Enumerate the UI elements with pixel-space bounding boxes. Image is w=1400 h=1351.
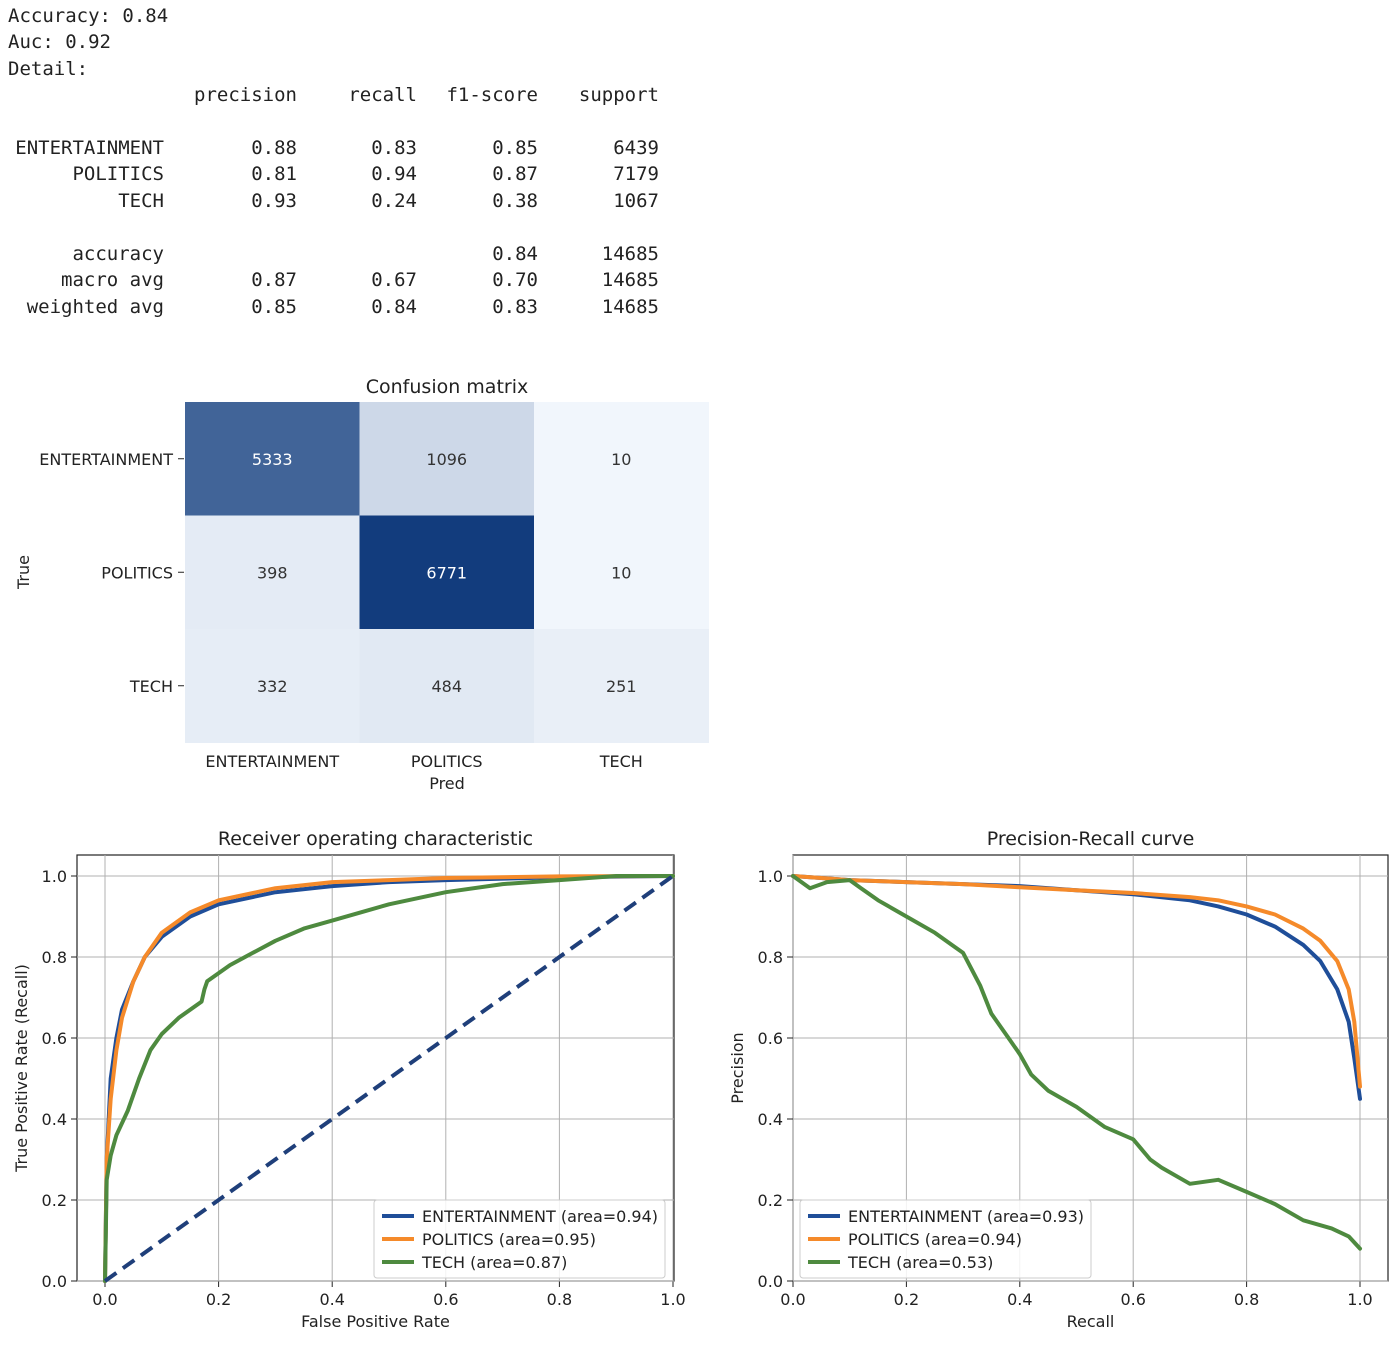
report-cell: 0.94 xyxy=(371,163,417,185)
y-tick-label: 0.4 xyxy=(42,1110,67,1129)
x-tick-label: 0.8 xyxy=(547,1290,572,1309)
report-row-label: POLITICS xyxy=(72,163,164,185)
x-tick-label: 0.2 xyxy=(894,1290,919,1309)
y-axis-label: True xyxy=(14,555,33,590)
report-column-header: precision xyxy=(194,84,297,106)
y-tick-label: 1.0 xyxy=(42,867,67,886)
cell-value-label: 1096 xyxy=(426,450,467,469)
report-row-label: TECH xyxy=(118,190,164,212)
accuracy-line: Accuracy: 0.84 xyxy=(8,5,168,27)
chart-title: Precision-Recall curve xyxy=(987,828,1195,850)
report-column-header: f1-score xyxy=(446,84,538,106)
y-tick-label: 0.6 xyxy=(758,1029,783,1048)
report-row-label: accuracy xyxy=(72,243,164,265)
legend-label: TECH (area=0.53) xyxy=(847,1253,993,1272)
cell-value-label: 10 xyxy=(611,563,631,582)
report-cell: 14685 xyxy=(602,243,659,265)
chart-title: Confusion matrix xyxy=(366,376,528,398)
y-tick-label: 0.2 xyxy=(758,1191,783,1210)
y-tick-label: 0.6 xyxy=(42,1029,67,1048)
x-tick-label: 0.4 xyxy=(319,1290,344,1309)
x-tick-label: ENTERTAINMENT xyxy=(205,752,339,771)
cell-value-label: 6771 xyxy=(426,563,467,582)
classification-report: Accuracy: 0.84 Auc: 0.92 Detail: precisi… xyxy=(0,0,680,330)
cell-value-label: 398 xyxy=(257,563,288,582)
report-cell: 0.85 xyxy=(492,137,538,159)
legend-label: POLITICS (area=0.95) xyxy=(422,1230,596,1249)
report-column-header: recall xyxy=(348,84,417,106)
report-column-header: support xyxy=(579,84,659,106)
y-tick-label: 0.4 xyxy=(758,1110,783,1129)
report-cell: 14685 xyxy=(602,296,659,318)
y-tick-label: 0.8 xyxy=(42,948,67,967)
report-cell: 0.87 xyxy=(492,163,538,185)
report-cell: 6439 xyxy=(613,137,659,159)
x-tick-label: POLITICS xyxy=(411,752,483,771)
y-tick-label: TECH xyxy=(129,677,173,696)
legend-label: POLITICS (area=0.94) xyxy=(848,1230,1022,1249)
y-tick-label: POLITICS xyxy=(101,563,173,582)
x-tick-label: 0.2 xyxy=(206,1290,231,1309)
precision-recall-chart: 0.0 0.2 0.4 0.6 0.8 1.0 0.0 0.2 0.4 0.6 0.8 1.0 Prec… xyxy=(715,822,1400,1342)
report-cell: 0.83 xyxy=(492,296,538,318)
y-tick-label: 0.8 xyxy=(758,948,783,967)
x-tick-label: 0.4 xyxy=(1007,1290,1032,1309)
report-cell: 14685 xyxy=(602,269,659,291)
x-tick-label: 0.8 xyxy=(1234,1290,1259,1309)
report-cell: 0.70 xyxy=(492,269,538,291)
y-axis-label: True Positive Rate (Recall) xyxy=(12,964,31,1173)
cell-value-label: 10 xyxy=(611,450,631,469)
legend-label: ENTERTAINMENT (area=0.94) xyxy=(422,1207,658,1226)
legend-label: ENTERTAINMENT (area=0.93) xyxy=(848,1207,1084,1226)
report-cell: 0.81 xyxy=(251,163,297,185)
report-cell: 0.24 xyxy=(371,190,417,212)
report-cell: 7179 xyxy=(613,163,659,185)
x-tick-label: 1.0 xyxy=(1347,1290,1372,1309)
report-cell: 0.93 xyxy=(251,190,297,212)
cell-value-label: 484 xyxy=(431,677,462,696)
report-cell: 1067 xyxy=(613,190,659,212)
roc-chart: 0.0 0.2 0.4 0.6 0.8 1.0 0.0 0.2 0.4 0.6 0.8 1.0 Rece… xyxy=(0,822,700,1342)
x-tick-label: 0.0 xyxy=(92,1290,117,1309)
x-tick-label: 1.0 xyxy=(660,1290,685,1309)
report-row-label: macro avg xyxy=(61,269,164,291)
confusion-matrix-chart: Confusion matrix 5333 1096 10 398 6771 10 332 48… xyxy=(0,370,730,800)
x-tick-label: 0.6 xyxy=(1120,1290,1145,1309)
cell-value-label: 332 xyxy=(257,677,288,696)
auc-line: Auc: 0.92 xyxy=(8,31,111,53)
report-cell: 0.84 xyxy=(492,243,538,265)
report-cell: 0.38 xyxy=(492,190,538,212)
report-row-label: weighted avg xyxy=(27,296,164,318)
report-cell: 0.84 xyxy=(371,296,417,318)
y-axis-label: Precision xyxy=(728,1032,747,1103)
y-tick-label: ENTERTAINMENT xyxy=(39,450,173,469)
report-cell: 0.87 xyxy=(251,269,297,291)
x-axis-label: Pred xyxy=(429,774,465,793)
x-axis-label: False Positive Rate xyxy=(301,1312,450,1331)
x-axis-label: Recall xyxy=(1067,1312,1115,1331)
cell-value-label: 251 xyxy=(606,677,637,696)
y-tick-label: 0.2 xyxy=(42,1191,67,1210)
report-cell: 0.88 xyxy=(251,137,297,159)
report-cell: 0.67 xyxy=(371,269,417,291)
chart-title: Receiver operating characteristic xyxy=(218,828,533,850)
detail-label: Detail: xyxy=(8,58,88,80)
report-row-label: ENTERTAINMENT xyxy=(15,137,164,159)
legend-label: TECH (area=0.87) xyxy=(421,1253,567,1272)
x-tick-label: 0.0 xyxy=(780,1290,805,1309)
x-tick-label: TECH xyxy=(599,752,643,771)
x-tick-label: 0.6 xyxy=(433,1290,458,1309)
cell-value-label: 5333 xyxy=(252,450,293,469)
y-tick-label: 1.0 xyxy=(758,867,783,886)
report-cell: 0.85 xyxy=(251,296,297,318)
y-tick-label: 0.0 xyxy=(42,1272,67,1291)
report-cell: 0.83 xyxy=(371,137,417,159)
y-tick-label: 0.0 xyxy=(758,1272,783,1291)
